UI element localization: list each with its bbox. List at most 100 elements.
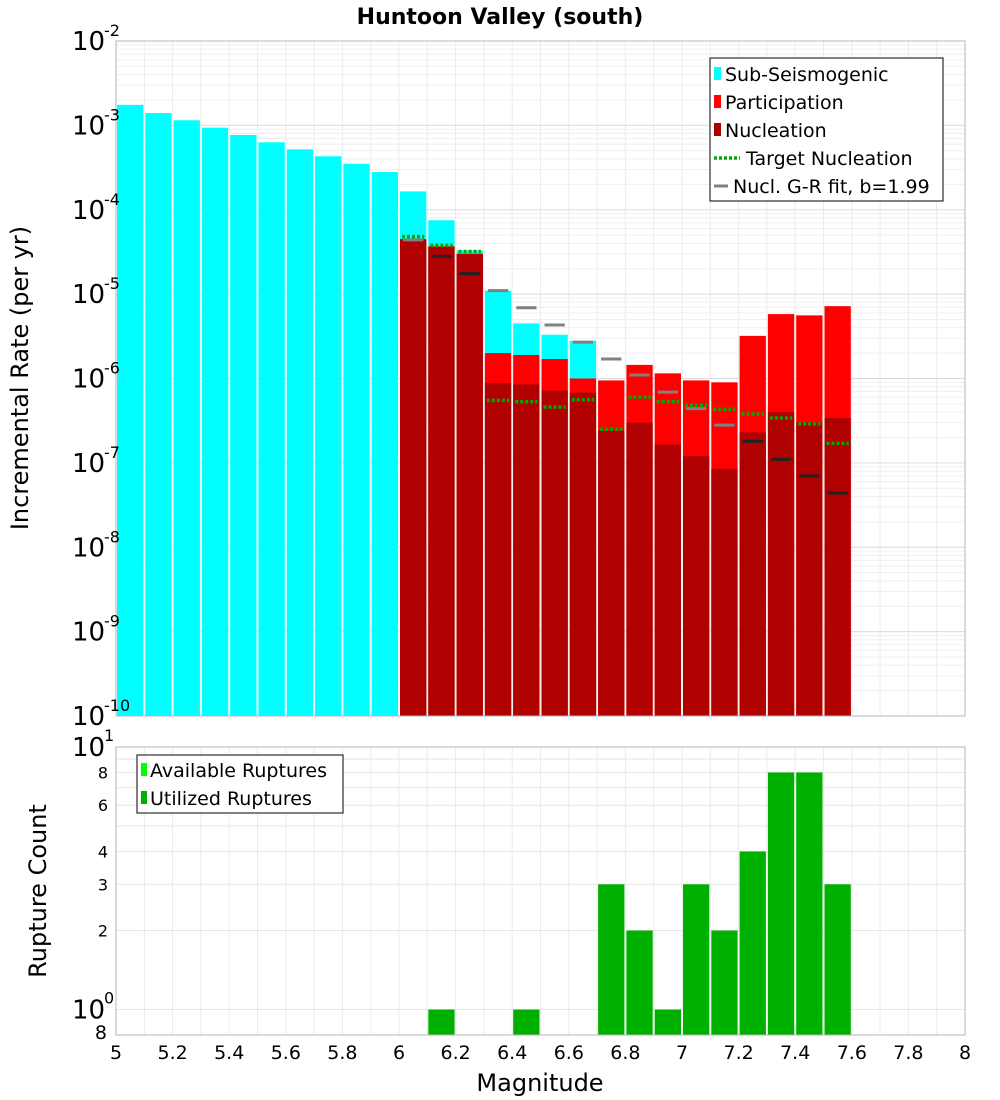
x-tick-label: 6 xyxy=(393,1042,405,1064)
x-tick-label: 7 xyxy=(676,1042,688,1064)
bottom-y-tick-label: 4 xyxy=(98,842,108,861)
x-axis-label: Magnitude xyxy=(476,1069,603,1097)
bar-nucleation xyxy=(626,422,653,716)
bar-sub-seismogenic xyxy=(201,127,229,716)
legend-swatch xyxy=(714,95,721,108)
bar-sub-seismogenic xyxy=(258,142,285,716)
bar-sub-seismogenic xyxy=(117,104,144,717)
bar-nucleation xyxy=(711,468,738,716)
bar-sub-seismogenic xyxy=(145,113,172,716)
bar-sub-seismogenic xyxy=(230,134,257,717)
bar-utilized-ruptures xyxy=(767,772,795,1035)
x-tick-label: 5.8 xyxy=(327,1042,357,1064)
legend-label: Target Nucleation xyxy=(745,148,913,170)
bar-nucleation xyxy=(767,412,795,716)
top-y-tick-label: 10 xyxy=(72,111,105,141)
bar-nucleation xyxy=(541,390,568,716)
top-y-tick-exponent: -5 xyxy=(104,274,120,293)
bar-sub-seismogenic xyxy=(371,172,398,716)
x-tick-label: 7.4 xyxy=(780,1042,810,1064)
bar-nucleation xyxy=(824,418,851,716)
top-legend-box xyxy=(709,57,944,202)
top-legend: Sub-Seismogenic Participation Nucleation Ta… xyxy=(709,57,944,202)
top-y-tick-label: 10 xyxy=(72,618,105,648)
bar-nucleation xyxy=(456,253,483,716)
top-y-tick-exponent: -9 xyxy=(104,612,120,631)
bar-utilized-ruptures xyxy=(428,1009,455,1035)
bar-utilized-ruptures xyxy=(598,884,625,1035)
legend-label: Nucleation xyxy=(725,120,827,142)
chart-title: Huntoon Valley (south) xyxy=(357,5,644,30)
x-tick-label: 6.2 xyxy=(440,1042,470,1064)
bar-utilized-ruptures xyxy=(711,930,738,1035)
top-y-axis-label: Incremental Rate (per yr) xyxy=(6,226,34,530)
top-y-tick-exponent: -2 xyxy=(104,21,120,40)
bottom-y-major-exponent: 0 xyxy=(104,989,114,1008)
bar-utilized-ruptures xyxy=(796,772,823,1035)
bottom-legend-box xyxy=(136,754,344,814)
bar-utilized-ruptures xyxy=(626,930,653,1035)
bottom-y-tick-label: 6 xyxy=(98,796,108,815)
bar-utilized-ruptures xyxy=(739,851,766,1035)
x-tick-label: 6.6 xyxy=(554,1042,584,1064)
bar-utilized-ruptures xyxy=(513,1009,540,1035)
x-tick-label: 8 xyxy=(959,1042,971,1064)
top-y-tick-exponent: -8 xyxy=(104,527,120,546)
bottom-y-major-tick: 10 xyxy=(72,996,105,1026)
bottom-plot-frame xyxy=(115,746,966,1036)
top-y-tick-label: 10 xyxy=(72,365,105,395)
legend-swatch xyxy=(141,763,147,776)
bottom-y-tick-label: 2 xyxy=(98,922,108,941)
top-plot-frame xyxy=(115,40,966,717)
bottom-legend: Available Ruptures Utilized Ruptures xyxy=(136,754,344,814)
bar-sub-seismogenic xyxy=(173,120,200,717)
legend-label: Participation xyxy=(725,92,844,114)
bar-sub-seismogenic xyxy=(286,149,314,716)
x-tick-label: 6.4 xyxy=(497,1042,527,1064)
legend-swatch xyxy=(714,67,721,80)
bar-sub-seismogenic xyxy=(343,163,370,717)
top-grid xyxy=(115,41,966,717)
legend-swatch xyxy=(141,791,147,804)
bar-nucleation xyxy=(513,384,540,716)
x-tick-label: 7.6 xyxy=(837,1042,867,1064)
top-y-tick-exponent: -4 xyxy=(104,190,120,209)
top-y-tick-label: 10 xyxy=(72,27,105,57)
top-y-tick-label: 10 xyxy=(72,702,105,732)
legend-label: Nucl. G-R fit, b=1.99 xyxy=(733,176,930,198)
top-y-tick-exponent: -7 xyxy=(104,443,120,462)
x-tick-label: 5.6 xyxy=(271,1042,301,1064)
bar-nucleation xyxy=(484,383,512,716)
x-tick-label: 7.8 xyxy=(893,1042,923,1064)
bar-nucleation xyxy=(796,422,823,716)
legend-label: Sub-Seismogenic xyxy=(725,64,889,86)
bottom-y-tick-label: 8 xyxy=(95,1022,107,1044)
x-tick-label: 5 xyxy=(110,1042,122,1064)
top-y-tick-label: 10 xyxy=(72,280,105,310)
top-y-tick-label: 10 xyxy=(72,449,105,479)
x-tick-label: 6.8 xyxy=(610,1042,640,1064)
bar-sub-seismogenic xyxy=(315,156,342,717)
x-tick-label: 5.4 xyxy=(214,1042,244,1064)
bottom-y-tick-label: 8 xyxy=(98,763,108,782)
bottom-y-major-exponent: 1 xyxy=(104,726,114,745)
bar-nucleation xyxy=(598,430,625,716)
bar-utilized-ruptures xyxy=(654,1009,681,1035)
legend-label: Utilized Ruptures xyxy=(150,788,312,810)
legend-swatch xyxy=(714,123,721,136)
top-y-tick-label: 10 xyxy=(72,196,105,226)
bar-nucleation xyxy=(683,456,710,716)
bar-nucleation xyxy=(400,239,427,716)
top-y-tick-exponent: -6 xyxy=(104,359,120,378)
bottom-plot-marks xyxy=(428,772,851,1035)
bottom-y-axis-label: Rupture Count xyxy=(24,804,52,978)
bar-nucleation xyxy=(739,432,766,716)
bottom-x-ticks: 5 5.2 5.4 5.6 5.8 6 6.2 6.4 6.6 6.8 7 7.2 7.4 7.6 7.8 8 xyxy=(110,1042,971,1064)
bottom-y-major-tick: 10 xyxy=(72,733,105,763)
bar-utilized-ruptures xyxy=(683,884,710,1035)
top-y-tick-exponent: -10 xyxy=(104,696,130,715)
